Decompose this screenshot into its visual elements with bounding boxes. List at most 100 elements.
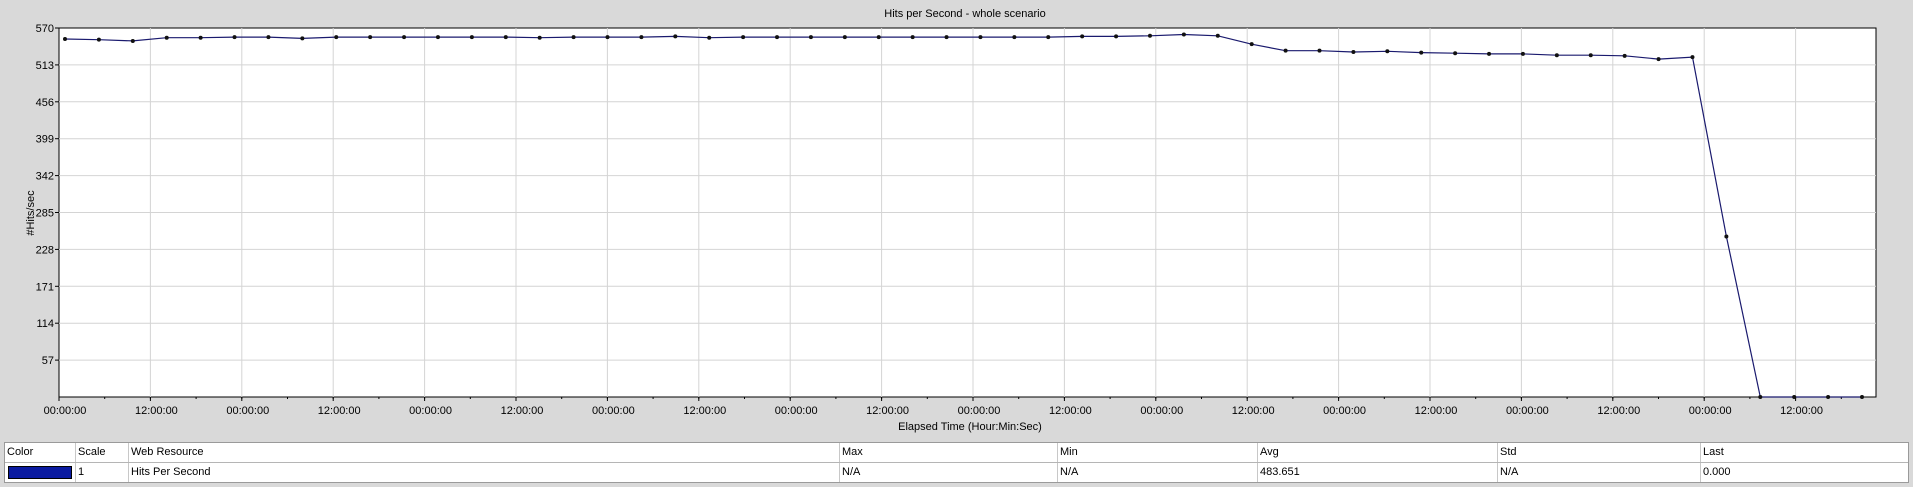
data-point	[1012, 35, 1017, 40]
data-point	[63, 37, 67, 42]
data-point	[1453, 51, 1458, 56]
header-color[interactable]: Color	[7, 446, 34, 458]
x-tick-label: 00:00:00	[1689, 405, 1732, 417]
data-point	[368, 35, 373, 40]
data-point	[1147, 33, 1152, 38]
data-point	[469, 35, 474, 40]
legend-row-hits-per-second[interactable]: 1 Hits Per Second N/A N/A 483.651 N/A 0.…	[5, 463, 1908, 482]
x-axis-label: Elapsed Time (Hour:Min:Sec)	[898, 421, 1042, 433]
data-point	[1487, 51, 1492, 56]
x-axis-ticks: 00:00:00 12:00:00 00:00:00 12:00:00 00:00:00…	[44, 397, 1842, 417]
data-point	[978, 35, 983, 40]
data-point	[300, 36, 305, 41]
data-point	[1249, 42, 1254, 47]
data-point	[232, 35, 237, 40]
header-avg[interactable]: Avg	[1257, 443, 1497, 462]
data-point	[1656, 57, 1661, 62]
data-point	[1826, 395, 1831, 399]
data-point	[1554, 53, 1559, 58]
std-value: N/A	[1497, 463, 1700, 482]
data-point	[910, 35, 915, 40]
data-point	[96, 37, 101, 42]
x-tick-label: 12:00:00	[1780, 405, 1823, 417]
data-point	[775, 35, 780, 40]
y-tick-label: 285	[36, 208, 54, 220]
data-point	[537, 35, 542, 40]
x-tick-label: 00:00:00	[775, 405, 818, 417]
data-point	[842, 35, 847, 40]
x-tick-label: 00:00:00	[1506, 405, 1549, 417]
data-point	[808, 35, 813, 40]
data-point	[1317, 48, 1322, 53]
last-value: 0.000	[1700, 463, 1910, 482]
data-point	[1758, 395, 1763, 399]
x-tick-label: 12:00:00	[1415, 405, 1458, 417]
hits-per-second-chart: Hits per Second - whole scenario 57 114 17…	[25, 8, 1877, 433]
chart-title: Hits per Second - whole scenario	[884, 8, 1045, 20]
data-point	[198, 35, 203, 40]
x-tick-label: 00:00:00	[1140, 405, 1183, 417]
data-point	[876, 35, 881, 40]
data-point	[1080, 34, 1085, 39]
data-point	[1215, 33, 1220, 38]
x-tick-label: 12:00:00	[1597, 405, 1640, 417]
y-tick-label: 570	[36, 23, 54, 35]
header-web-resource[interactable]: Web Resource	[128, 443, 839, 462]
data-point	[1588, 53, 1593, 58]
data-point	[1690, 55, 1695, 60]
data-point	[164, 35, 169, 40]
y-tick-label: 171	[36, 281, 54, 293]
series-color-swatch	[8, 466, 72, 479]
scale-value: 1	[75, 463, 128, 482]
grid-lines	[59, 28, 1876, 397]
data-point	[639, 35, 644, 40]
avg-value: 483.651	[1257, 463, 1497, 482]
data-point	[944, 35, 949, 40]
data-point	[266, 35, 271, 40]
series-line	[64, 33, 1862, 398]
min-value: N/A	[1057, 463, 1257, 482]
x-tick-label: 12:00:00	[683, 405, 726, 417]
x-tick-label: 00:00:00	[409, 405, 452, 417]
data-point	[1181, 32, 1186, 37]
data-point	[1046, 35, 1051, 40]
data-point	[605, 35, 610, 40]
header-scale[interactable]: Scale	[75, 443, 128, 462]
data-point	[334, 35, 339, 40]
data-point	[402, 35, 407, 40]
web-resource-value: Hits Per Second	[128, 463, 839, 482]
data-point	[1520, 51, 1525, 56]
legend-header-row: Color Scale Web Resource Max Min Avg Std…	[5, 443, 1908, 463]
x-tick-label: 12:00:00	[1232, 405, 1275, 417]
y-tick-label: 228	[36, 244, 54, 256]
max-value: N/A	[839, 463, 1057, 482]
x-tick-label: 00:00:00	[592, 405, 635, 417]
x-tick-label: 12:00:00	[135, 405, 178, 417]
x-tick-label: 00:00:00	[226, 405, 269, 417]
x-tick-label: 12:00:00	[866, 405, 909, 417]
data-point	[741, 35, 746, 40]
data-point	[1114, 34, 1119, 39]
y-tick-label: 342	[36, 171, 54, 183]
y-tick-label: 114	[36, 318, 54, 330]
x-tick-label: 12:00:00	[501, 405, 544, 417]
data-point	[435, 35, 440, 40]
data-point	[1419, 50, 1424, 55]
y-axis-ticks: 57 114 171 228 285 342 399 456 513 570	[36, 23, 59, 367]
data-point	[130, 38, 135, 43]
header-std[interactable]: Std	[1497, 443, 1700, 462]
header-last[interactable]: Last	[1700, 443, 1910, 462]
data-point	[571, 35, 576, 40]
header-max[interactable]: Max	[839, 443, 1057, 462]
y-tick-label: 513	[36, 60, 54, 72]
data-point	[1792, 395, 1797, 399]
data-point	[1622, 53, 1627, 58]
x-tick-label: 12:00:00	[1049, 405, 1092, 417]
x-tick-label: 12:00:00	[318, 405, 361, 417]
series-hits-per-second	[63, 32, 1864, 399]
data-point	[1351, 49, 1356, 54]
x-tick-label: 00:00:00	[44, 405, 87, 417]
header-min[interactable]: Min	[1057, 443, 1257, 462]
x-tick-label: 00:00:00	[1323, 405, 1366, 417]
color-cell	[5, 463, 75, 482]
